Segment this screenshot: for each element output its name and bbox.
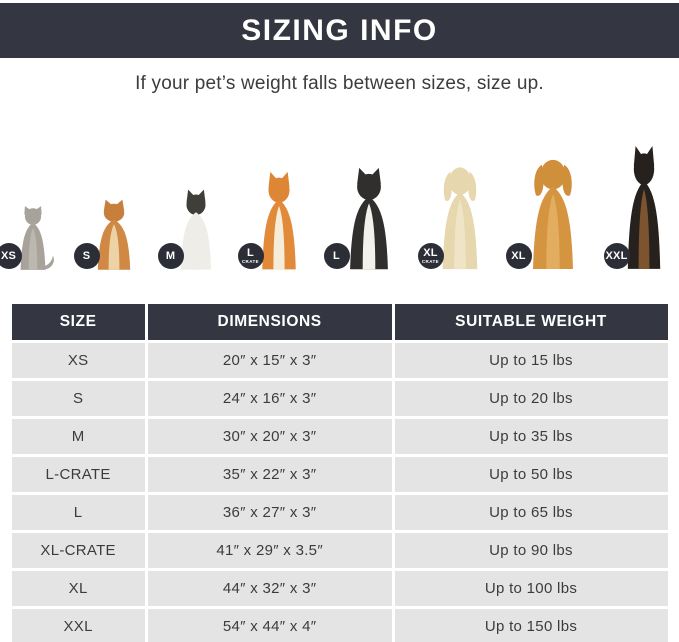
dimensions-cell: 35″ x 22″ x 3″ bbox=[147, 457, 392, 492]
cat-icon bbox=[20, 206, 54, 270]
pet-golden-retriever: XL bbox=[505, 153, 590, 271]
size-badge-l-crate: L CRATE bbox=[237, 243, 264, 269]
size-cell: M bbox=[11, 419, 145, 454]
labrador-icon bbox=[442, 167, 477, 270]
border-collie-icon bbox=[349, 167, 388, 270]
pet-labrador: XL CRATE bbox=[417, 161, 492, 271]
size-badge-xl: XL bbox=[505, 243, 532, 269]
column-header-dimensions: DIMENSIONS bbox=[147, 304, 392, 340]
size-cell: XXL bbox=[11, 609, 145, 642]
badge-label: XXL bbox=[605, 249, 628, 262]
dimensions-cell: 24″ x 16″ x 3″ bbox=[147, 381, 392, 416]
doberman-icon bbox=[627, 146, 660, 269]
page-title: SIZING INFO bbox=[241, 13, 438, 47]
title-banner: SIZING INFO bbox=[0, 3, 679, 58]
dimensions-cell: 20″ x 15″ x 3″ bbox=[147, 343, 392, 378]
badge-label: XS bbox=[0, 249, 17, 262]
column-header-size: SIZE bbox=[11, 304, 145, 340]
table-row-l-crate: L-CRATE 35″ x 22″ x 3″ Up to 50 lbs bbox=[11, 457, 668, 492]
french-bulldog-icon bbox=[180, 189, 211, 270]
badge-label: XL bbox=[511, 249, 526, 262]
table-row-m: M 30″ x 20″ x 3″ Up to 35 lbs bbox=[11, 419, 668, 454]
pomeranian-icon bbox=[97, 199, 130, 270]
size-cell: L-CRATE bbox=[11, 457, 145, 492]
pets-row: XS S M L CRATE L XL CRATE XL XXL bbox=[0, 141, 674, 271]
dimensions-cell: 41″ x 29″ x 3.5″ bbox=[147, 533, 392, 568]
sizing-note: If your pet’s weight falls between sizes… bbox=[135, 73, 544, 94]
sizing-table-header: SIZE DIMENSIONS SUITABLE WEIGHT bbox=[11, 304, 668, 340]
pet-doberman: XXL bbox=[603, 145, 674, 271]
golden-retriever-icon bbox=[532, 159, 573, 270]
badge-label: M bbox=[165, 249, 176, 262]
size-badge-m: M bbox=[157, 243, 184, 269]
badge-label: S bbox=[82, 249, 91, 262]
dimensions-cell: 30″ x 20″ x 3″ bbox=[147, 419, 392, 454]
badge-label: L bbox=[247, 246, 254, 259]
shiba-inu-icon bbox=[261, 171, 296, 270]
pet-cat: XS bbox=[0, 205, 60, 271]
size-cell: XL bbox=[11, 571, 145, 606]
size-badge-xxl: XXL bbox=[603, 243, 630, 269]
pet-shiba-inu: L CRATE bbox=[237, 171, 310, 271]
size-cell: L bbox=[11, 495, 145, 530]
pet-french-bulldog: M bbox=[157, 189, 224, 271]
size-badge-l: L bbox=[323, 243, 350, 269]
size-badge-xs: XS bbox=[0, 243, 22, 269]
size-cell: XS bbox=[11, 343, 145, 378]
dimensions-cell: 54″ x 44″ x 4″ bbox=[147, 609, 392, 642]
weight-cell: Up to 50 lbs bbox=[394, 457, 668, 492]
badge-label: XL bbox=[423, 246, 438, 259]
pet-pomeranian: S bbox=[73, 199, 144, 271]
size-badge-s: S bbox=[73, 243, 100, 269]
size-badge-xl-crate: XL CRATE bbox=[417, 243, 444, 269]
table-row-xl: XL 44″ x 32″ x 3″ Up to 100 lbs bbox=[11, 571, 668, 606]
weight-cell: Up to 100 lbs bbox=[394, 571, 668, 606]
weight-cell: Up to 20 lbs bbox=[394, 381, 668, 416]
pet-border-collie: L bbox=[323, 167, 404, 271]
table-row-xl-crate: XL-CRATE 41″ x 29″ x 3.5″ Up to 90 lbs bbox=[11, 533, 668, 568]
badge-sub-label: CRATE bbox=[421, 258, 440, 264]
badge-label: L bbox=[333, 249, 340, 262]
size-cell: S bbox=[11, 381, 145, 416]
dimensions-cell: 36″ x 27″ x 3″ bbox=[147, 495, 392, 530]
weight-cell: Up to 150 lbs bbox=[394, 609, 668, 642]
column-header-suitable-weight: SUITABLE WEIGHT bbox=[394, 304, 668, 340]
weight-cell: Up to 90 lbs bbox=[394, 533, 668, 568]
weight-cell: Up to 35 lbs bbox=[394, 419, 668, 454]
size-cell: XL-CRATE bbox=[11, 533, 145, 568]
weight-cell: Up to 15 lbs bbox=[394, 343, 668, 378]
header-row: SIZE DIMENSIONS SUITABLE WEIGHT bbox=[11, 304, 668, 340]
table-row-l: L 36″ x 27″ x 3″ Up to 65 lbs bbox=[11, 495, 668, 530]
table-row-xs: XS 20″ x 15″ x 3″ Up to 15 lbs bbox=[11, 343, 668, 378]
sizing-table: SIZE DIMENSIONS SUITABLE WEIGHT XS 20″ x 15… bbox=[9, 301, 671, 642]
table-row-s: S 24″ x 16″ x 3″ Up to 20 lbs bbox=[11, 381, 668, 416]
table-row-xxl: XXL 54″ x 44″ x 4″ Up to 150 lbs bbox=[11, 609, 668, 642]
sizing-table-body: XS 20″ x 15″ x 3″ Up to 15 lbs S 24″ x 16″ x… bbox=[11, 343, 668, 642]
dimensions-cell: 44″ x 32″ x 3″ bbox=[147, 571, 392, 606]
weight-cell: Up to 65 lbs bbox=[394, 495, 668, 530]
badge-sub-label: CRATE bbox=[241, 258, 260, 264]
